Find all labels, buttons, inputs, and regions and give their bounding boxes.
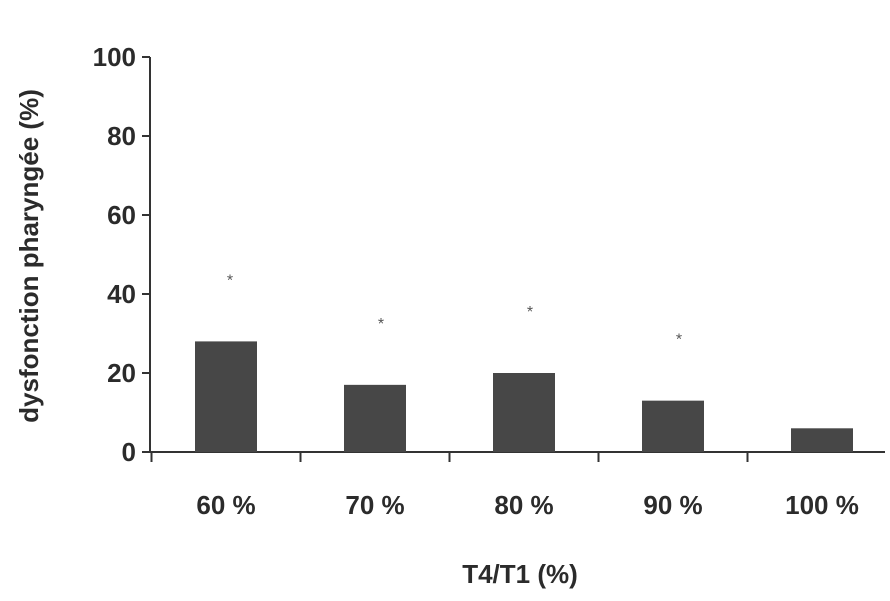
y-axis-title: dysfonction pharyngée (%) — [14, 89, 44, 423]
bar-5 — [791, 428, 853, 452]
y-tick-label: 100 — [93, 42, 136, 72]
x-tick-label: 70 % — [345, 490, 404, 520]
bar-2 — [344, 385, 406, 452]
bar-3 — [493, 373, 555, 452]
y-tick-label: 60 — [107, 200, 136, 230]
y-ticks: 0 20 40 60 80 100 — [93, 42, 150, 467]
bars — [195, 341, 853, 452]
y-tick-label: 40 — [107, 279, 136, 309]
x-tick-label: 80 % — [494, 490, 553, 520]
x-axis-title: T4/T1 (%) — [462, 559, 578, 589]
x-ticks: 60 % 70 % 80 % 90 % 100 % — [152, 452, 890, 520]
x-tick-label: 100 % — [785, 490, 859, 520]
x-tick-label: 60 % — [196, 490, 255, 520]
y-tick-label: 20 — [107, 358, 136, 388]
significance-markers: * * * * — [227, 272, 682, 348]
bar-1 — [195, 341, 257, 452]
significance-marker: * — [227, 272, 233, 289]
bar-4 — [642, 401, 704, 452]
y-tick-label: 80 — [107, 121, 136, 151]
significance-marker: * — [378, 316, 384, 333]
x-tick-label: 90 % — [643, 490, 702, 520]
significance-marker: * — [676, 332, 682, 349]
significance-marker: * — [527, 304, 533, 321]
y-tick-label: 0 — [122, 437, 136, 467]
